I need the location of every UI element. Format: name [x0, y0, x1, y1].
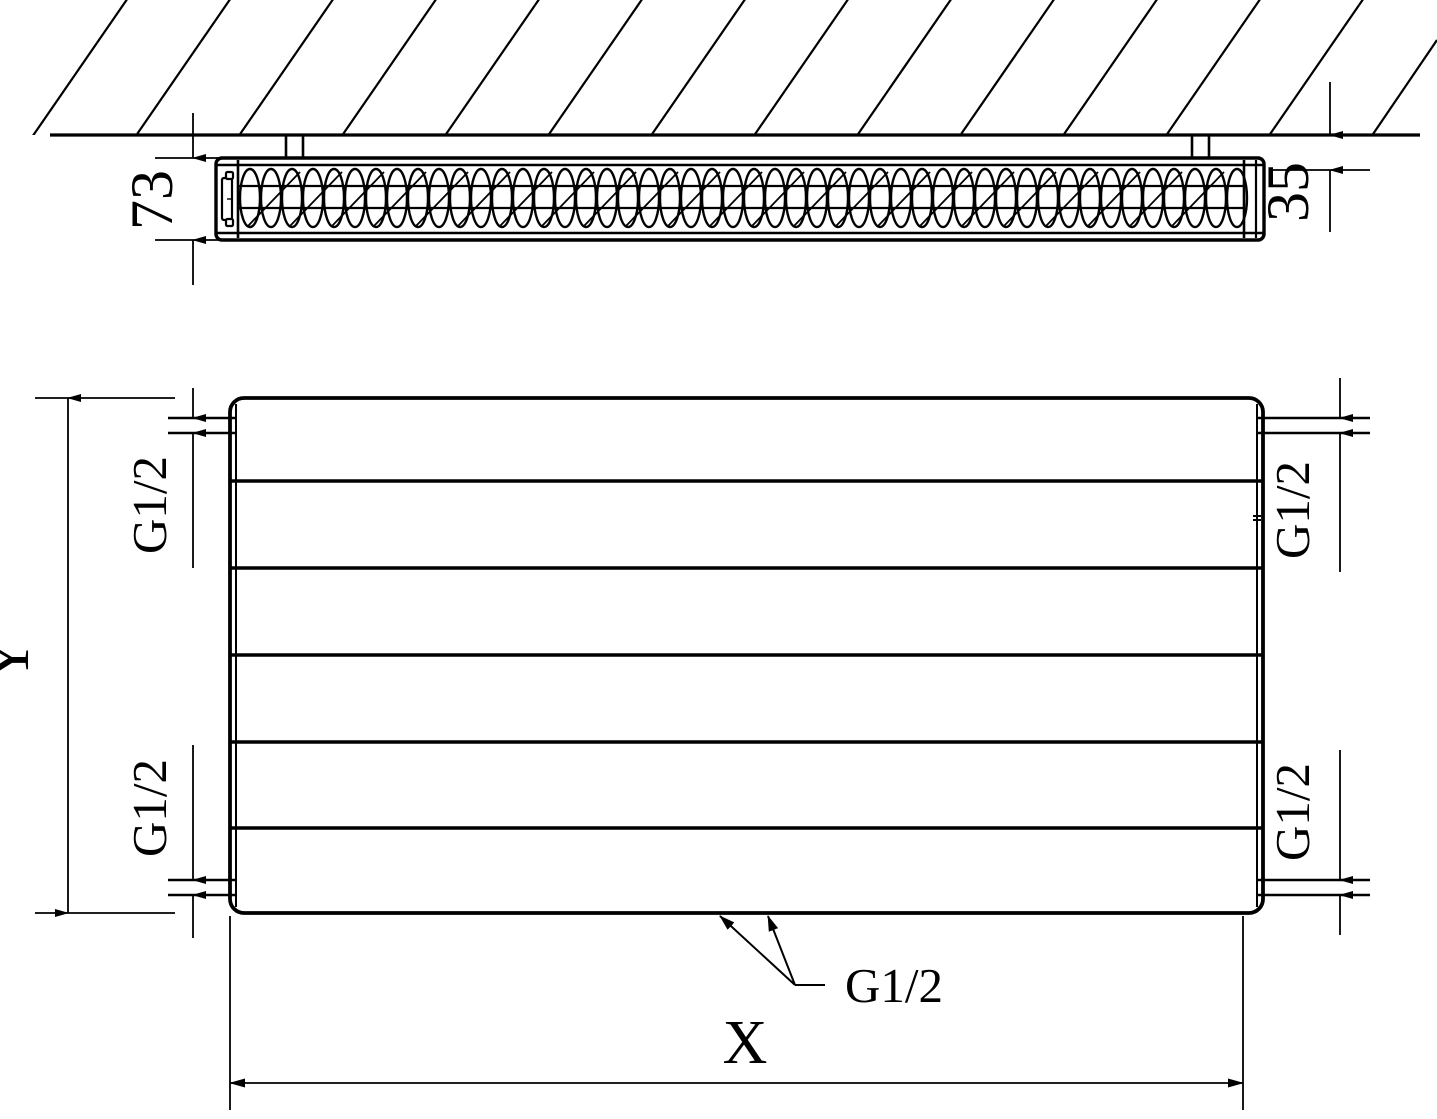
front-elevation-view: G1/2 G1/2 G1/2 G1/2 — [0, 378, 1370, 1110]
thread-label-bottom-right: G1/2 — [1265, 763, 1320, 861]
radiator-section-body — [214, 156, 1266, 242]
thread-label-top-right-group: G1/2 — [1265, 378, 1353, 572]
port-stub-top-left — [168, 416, 236, 435]
thread-label-top-left-group: G1/2 — [122, 388, 206, 568]
thread-label-bottom-left-group: G1/2 — [122, 745, 206, 938]
thread-label-bottom-left: G1/2 — [122, 759, 177, 857]
section-port-detail — [220, 170, 235, 228]
dimension-label-x: X — [723, 1009, 768, 1077]
wall-hatching — [32, 0, 1437, 135]
dimension-width-x: X — [229, 916, 1244, 1110]
thread-label-top-left: G1/2 — [122, 456, 177, 554]
dimension-depth-73: 73 — [119, 113, 250, 285]
thread-label-top-right: G1/2 — [1265, 461, 1320, 559]
dimension-label-35: 35 — [1255, 162, 1321, 222]
top-section-view: 73 35 — [32, 0, 1437, 285]
convector-fins — [238, 167, 1249, 229]
dimension-offset-35: 35 — [1255, 82, 1370, 232]
thread-label-bottom-center: G1/2 — [845, 958, 943, 1013]
port-tick-marks — [1253, 515, 1261, 521]
port-stub-bottom-left — [168, 878, 236, 897]
dimension-height-y: Y — [0, 394, 175, 917]
thread-label-bottom-center-group: G1/2 — [719, 915, 943, 1013]
thread-label-bottom-right-group: G1/2 — [1265, 750, 1353, 935]
port-stub-top-right — [1257, 416, 1370, 435]
panel-groove-lines — [230, 479, 1263, 830]
port-stub-bottom-right — [1257, 878, 1370, 897]
dimension-label-y: Y — [0, 638, 42, 683]
dimension-label-73: 73 — [119, 170, 185, 230]
